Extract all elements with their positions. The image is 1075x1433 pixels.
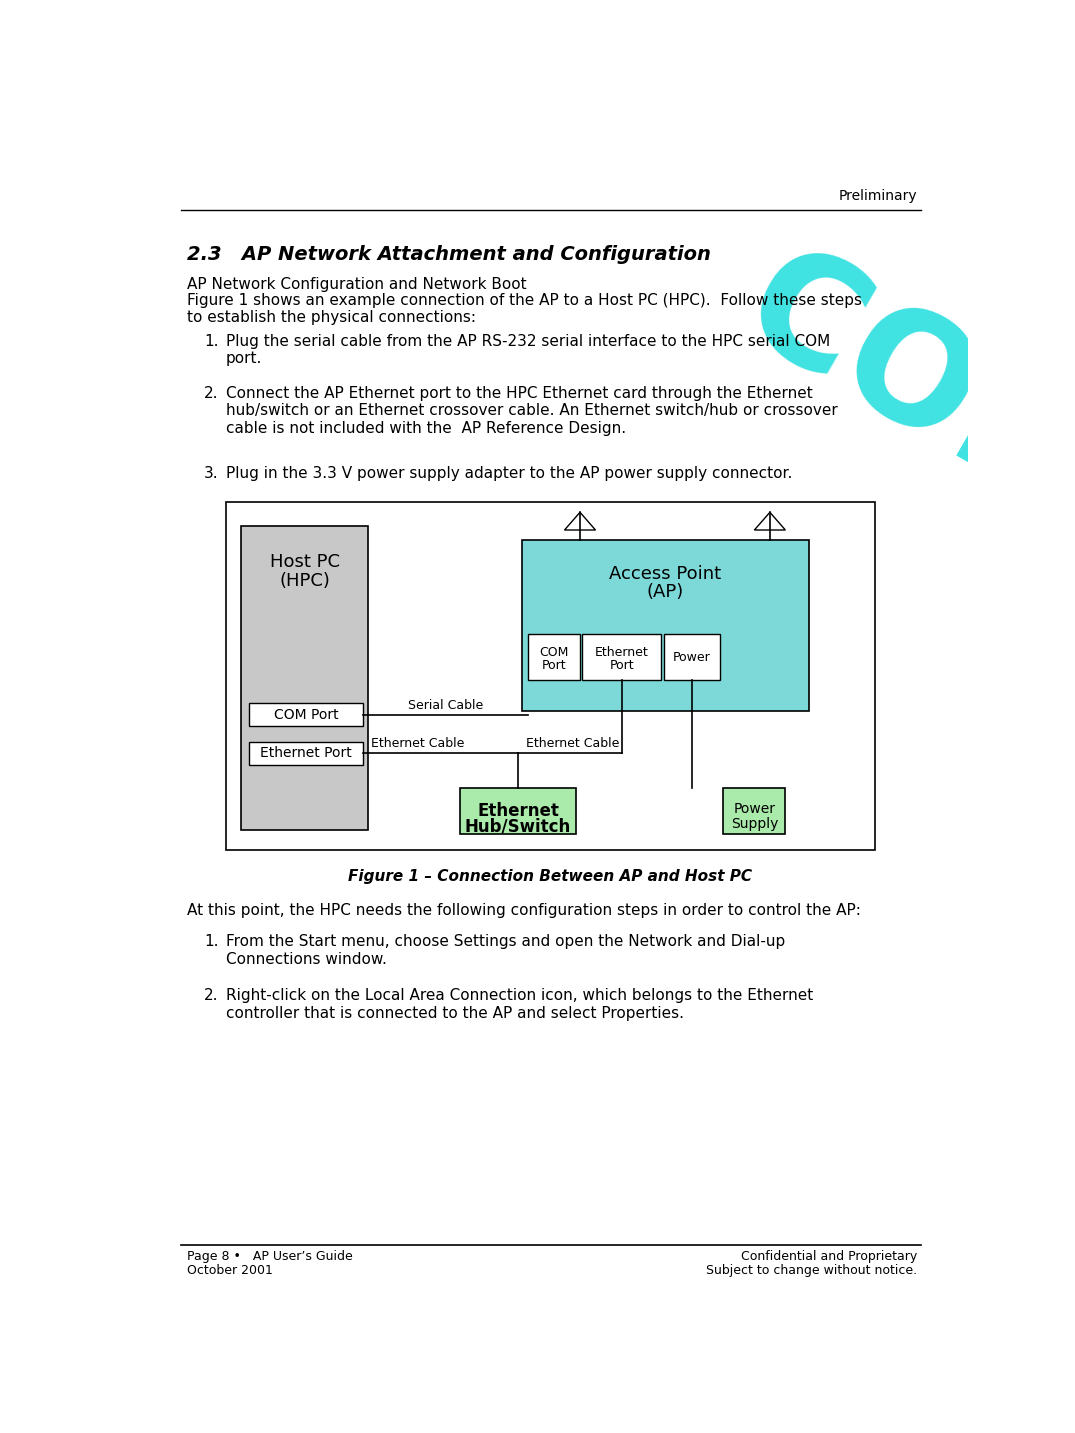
Text: Supply: Supply <box>731 817 778 831</box>
Text: Confidential and Proprietary: Confidential and Proprietary <box>741 1250 917 1262</box>
Text: COM: COM <box>540 645 569 659</box>
Text: Access Point: Access Point <box>610 565 721 583</box>
Text: COM Port: COM Port <box>274 708 339 722</box>
Text: Ethernet Cable: Ethernet Cable <box>526 737 619 751</box>
Polygon shape <box>564 513 596 530</box>
Text: Subject to change without notice.: Subject to change without notice. <box>706 1264 917 1277</box>
Bar <box>528 633 581 681</box>
Bar <box>241 526 369 830</box>
Bar <box>583 633 661 681</box>
Text: Preliminary: Preliminary <box>838 189 917 203</box>
Text: At this point, the HPC needs the following configuration steps in order to contr: At this point, the HPC needs the followi… <box>187 903 861 919</box>
Bar <box>521 540 808 711</box>
Bar <box>460 788 576 834</box>
Text: Port: Port <box>610 659 634 672</box>
Text: October 2001: October 2001 <box>187 1264 273 1277</box>
Text: 2.: 2. <box>204 385 218 401</box>
Text: Right-click on the Local Area Connection icon, which belongs to the Ethernet
con: Right-click on the Local Area Connection… <box>226 989 813 1020</box>
Text: Figure 1 shows an example connection of the AP to a Host PC (HPC).  Follow these: Figure 1 shows an example connection of … <box>187 292 862 325</box>
Text: Figure 1 – Connection Between AP and Host PC: Figure 1 – Connection Between AP and Hos… <box>348 868 752 884</box>
Bar <box>249 742 363 765</box>
Text: Ethernet Port: Ethernet Port <box>260 747 352 761</box>
Text: From the Start menu, choose Settings and open the Network and Dial-up
Connection: From the Start menu, choose Settings and… <box>226 934 785 967</box>
Text: COPY: COPY <box>717 229 1075 592</box>
Text: (AP): (AP) <box>647 583 684 600</box>
Text: Ethernet Cable: Ethernet Cable <box>371 737 464 751</box>
Text: 2.3   AP Network Attachment and Configuration: 2.3 AP Network Attachment and Configurat… <box>187 245 711 264</box>
Text: Ethernet: Ethernet <box>594 645 648 659</box>
Text: Power: Power <box>673 651 711 663</box>
Text: 2.: 2. <box>204 989 218 1003</box>
Bar <box>249 704 363 727</box>
Text: Plug in the 3.3 V power supply adapter to the AP power supply connector.: Plug in the 3.3 V power supply adapter t… <box>226 466 792 481</box>
Bar <box>723 788 786 834</box>
Bar <box>226 502 874 850</box>
Text: Port: Port <box>542 659 567 672</box>
Text: Power: Power <box>733 802 775 815</box>
Text: Ethernet: Ethernet <box>477 802 559 820</box>
Text: (HPC): (HPC) <box>280 572 330 590</box>
Text: AP Network Configuration and Network Boot: AP Network Configuration and Network Boo… <box>187 278 527 292</box>
Text: Serial Cable: Serial Cable <box>407 699 483 712</box>
Text: 3.: 3. <box>204 466 218 481</box>
Text: Page 8 •   AP User’s Guide: Page 8 • AP User’s Guide <box>187 1250 353 1262</box>
Polygon shape <box>755 513 786 530</box>
Text: Connect the AP Ethernet port to the HPC Ethernet card through the Ethernet
hub/s: Connect the AP Ethernet port to the HPC … <box>226 385 837 436</box>
Bar <box>663 633 719 681</box>
Text: 1.: 1. <box>204 934 218 949</box>
Text: Plug the serial cable from the AP RS-232 serial interface to the HPC serial COM
: Plug the serial cable from the AP RS-232… <box>226 334 830 365</box>
Text: Hub/Switch: Hub/Switch <box>464 817 571 835</box>
Text: 1.: 1. <box>204 334 218 348</box>
Text: Host PC: Host PC <box>270 553 340 572</box>
